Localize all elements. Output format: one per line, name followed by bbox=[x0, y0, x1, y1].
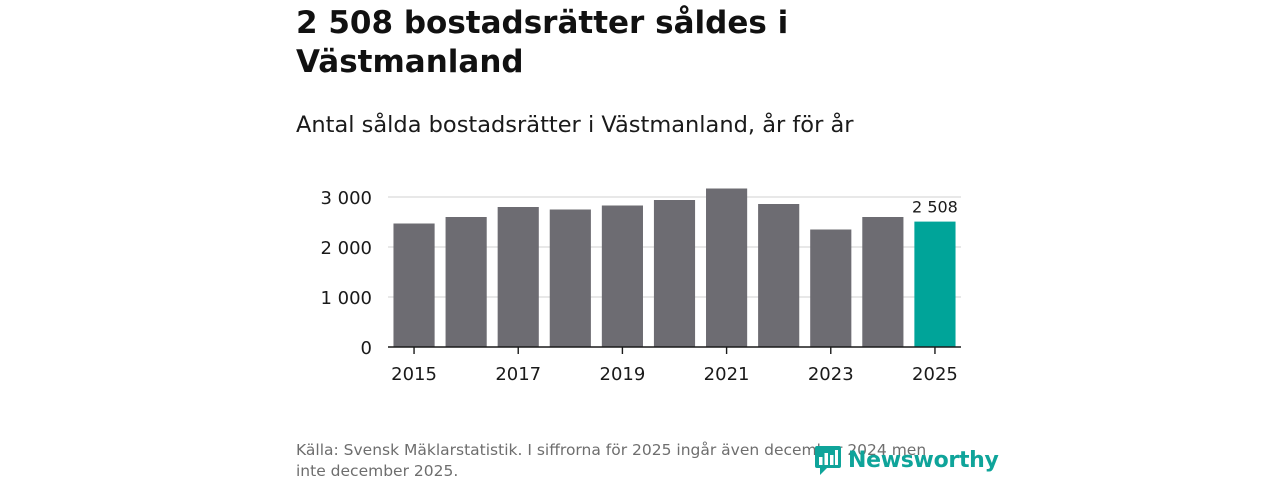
data-label-2025: 2 508 bbox=[912, 198, 958, 217]
source-note: Källa: Svensk Mäklarstatistik. I siffror… bbox=[296, 441, 927, 480]
bar-chart: 0 1 000 2 000 3 000 2015 2017 2019 2021 2023 2025… bbox=[320, 188, 961, 385]
chart-subtitle: Antal sålda bostadsrätter i Västmanland,… bbox=[296, 112, 854, 138]
bar-2024 bbox=[862, 217, 904, 347]
newsworthy-logo-icon bbox=[815, 446, 841, 475]
bar-2016 bbox=[445, 217, 487, 347]
bar-2021 bbox=[706, 188, 748, 347]
page-title: 2 508 bostadsrätter såldes i Västmanland bbox=[296, 5, 789, 80]
bar-2025 bbox=[914, 221, 956, 347]
bar-2018 bbox=[549, 209, 591, 347]
bar-2015 bbox=[393, 223, 435, 347]
bar-2017 bbox=[497, 207, 539, 347]
newsworthy-logo-text: Newsworthy bbox=[848, 447, 999, 473]
y-tick-label: 0 bbox=[361, 338, 372, 359]
y-tick-label: 3 000 bbox=[320, 188, 372, 209]
newsworthy-logo[interactable]: Newsworthy bbox=[814, 444, 999, 476]
x-tick-label: 2025 bbox=[912, 364, 958, 385]
y-tick-label: 2 000 bbox=[320, 238, 372, 259]
x-tick-label: 2017 bbox=[495, 364, 541, 385]
x-tick-label: 2023 bbox=[808, 364, 854, 385]
x-tick-label: 2015 bbox=[391, 364, 437, 385]
bar-2022 bbox=[758, 204, 800, 347]
bar-2023 bbox=[810, 229, 852, 347]
axes bbox=[388, 346, 961, 354]
bars bbox=[393, 188, 956, 347]
labels: 0 1 000 2 000 3 000 2015 2017 2019 2021 2023 2025… bbox=[320, 188, 957, 385]
bar-2019 bbox=[601, 205, 643, 347]
x-tick-label: 2021 bbox=[704, 364, 750, 385]
y-tick-label: 1 000 bbox=[320, 288, 372, 309]
x-tick-label: 2019 bbox=[600, 364, 646, 385]
bar-2020 bbox=[653, 200, 696, 347]
